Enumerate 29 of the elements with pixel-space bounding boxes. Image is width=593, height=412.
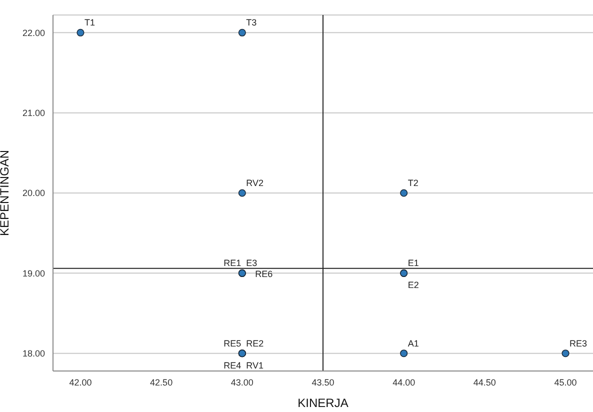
x-tick-label: 43.50 [312,377,334,388]
annotation: RV1 [246,360,264,370]
annotation: RE2 [246,338,264,348]
annotation: RE5 [224,338,242,348]
annotation: E1 [408,258,419,268]
annotation: RE1 [224,258,242,268]
x-tick-label: 43.00 [230,377,254,388]
x-tick-label: 42.50 [150,377,173,388]
x-axis-title: KINERJA [298,396,348,410]
y-tick-label: 21.00 [22,108,45,118]
x-tick-label: 42.00 [69,377,92,388]
annotation: A1 [408,338,419,348]
x-tick-label: 45.00 [554,377,577,388]
x-tick-label: 44.50 [473,377,496,388]
y-tick-label: 19.00 [22,268,45,278]
annotation: T2 [408,178,418,188]
y-tick-label: 20.00 [22,188,45,198]
annotation: RV2 [246,178,264,188]
annotation: E2 [408,280,419,290]
y-tick-label: 22.00 [22,28,45,38]
annotation: RE6 [255,269,273,280]
x-tick-label: 44.00 [392,377,416,388]
annotation: T1 [84,18,95,28]
annotation: T3 [246,18,257,28]
annotation: E3 [246,258,258,268]
y-axis-title: KEPENTINGAN [0,150,12,236]
annotation: RE3 [570,338,588,348]
annotation: RE4 [224,360,242,370]
y-tick-label: 18.00 [22,348,45,359]
